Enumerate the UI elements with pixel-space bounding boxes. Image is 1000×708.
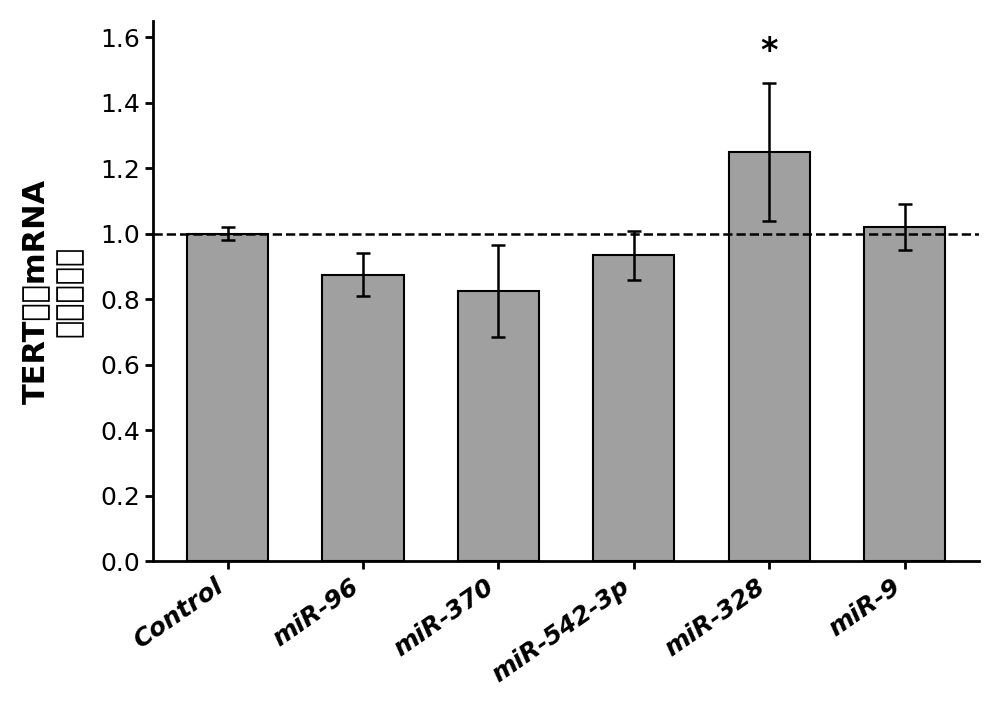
Text: *: *	[761, 35, 778, 69]
Bar	[864, 227, 945, 561]
Y-axis label: TERT基因mRNA
表达的改变: TERT基因mRNA 表达的改变	[21, 178, 83, 404]
Bar	[458, 291, 539, 561]
Bar	[187, 234, 268, 561]
Bar	[593, 255, 674, 561]
Bar	[322, 275, 404, 561]
Bar	[729, 152, 810, 561]
